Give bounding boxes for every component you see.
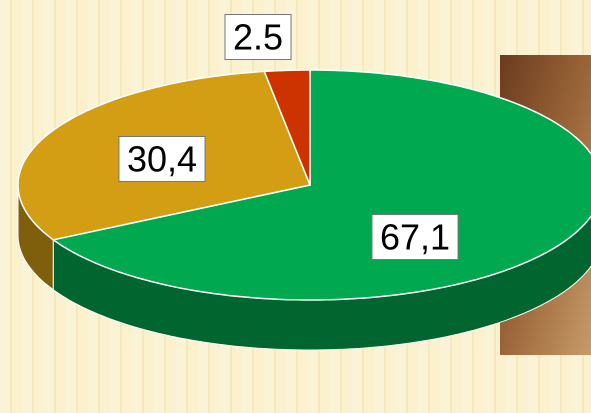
pie bbox=[17, 69, 591, 351]
data-label-box bbox=[118, 136, 206, 183]
data-label: 67,1 bbox=[380, 217, 450, 258]
data-label-box bbox=[371, 214, 459, 261]
data-label: 2.5 bbox=[233, 17, 283, 58]
data-label-box bbox=[224, 14, 292, 61]
slice bbox=[263, 69, 311, 186]
data-label: 30,4 bbox=[127, 139, 197, 180]
